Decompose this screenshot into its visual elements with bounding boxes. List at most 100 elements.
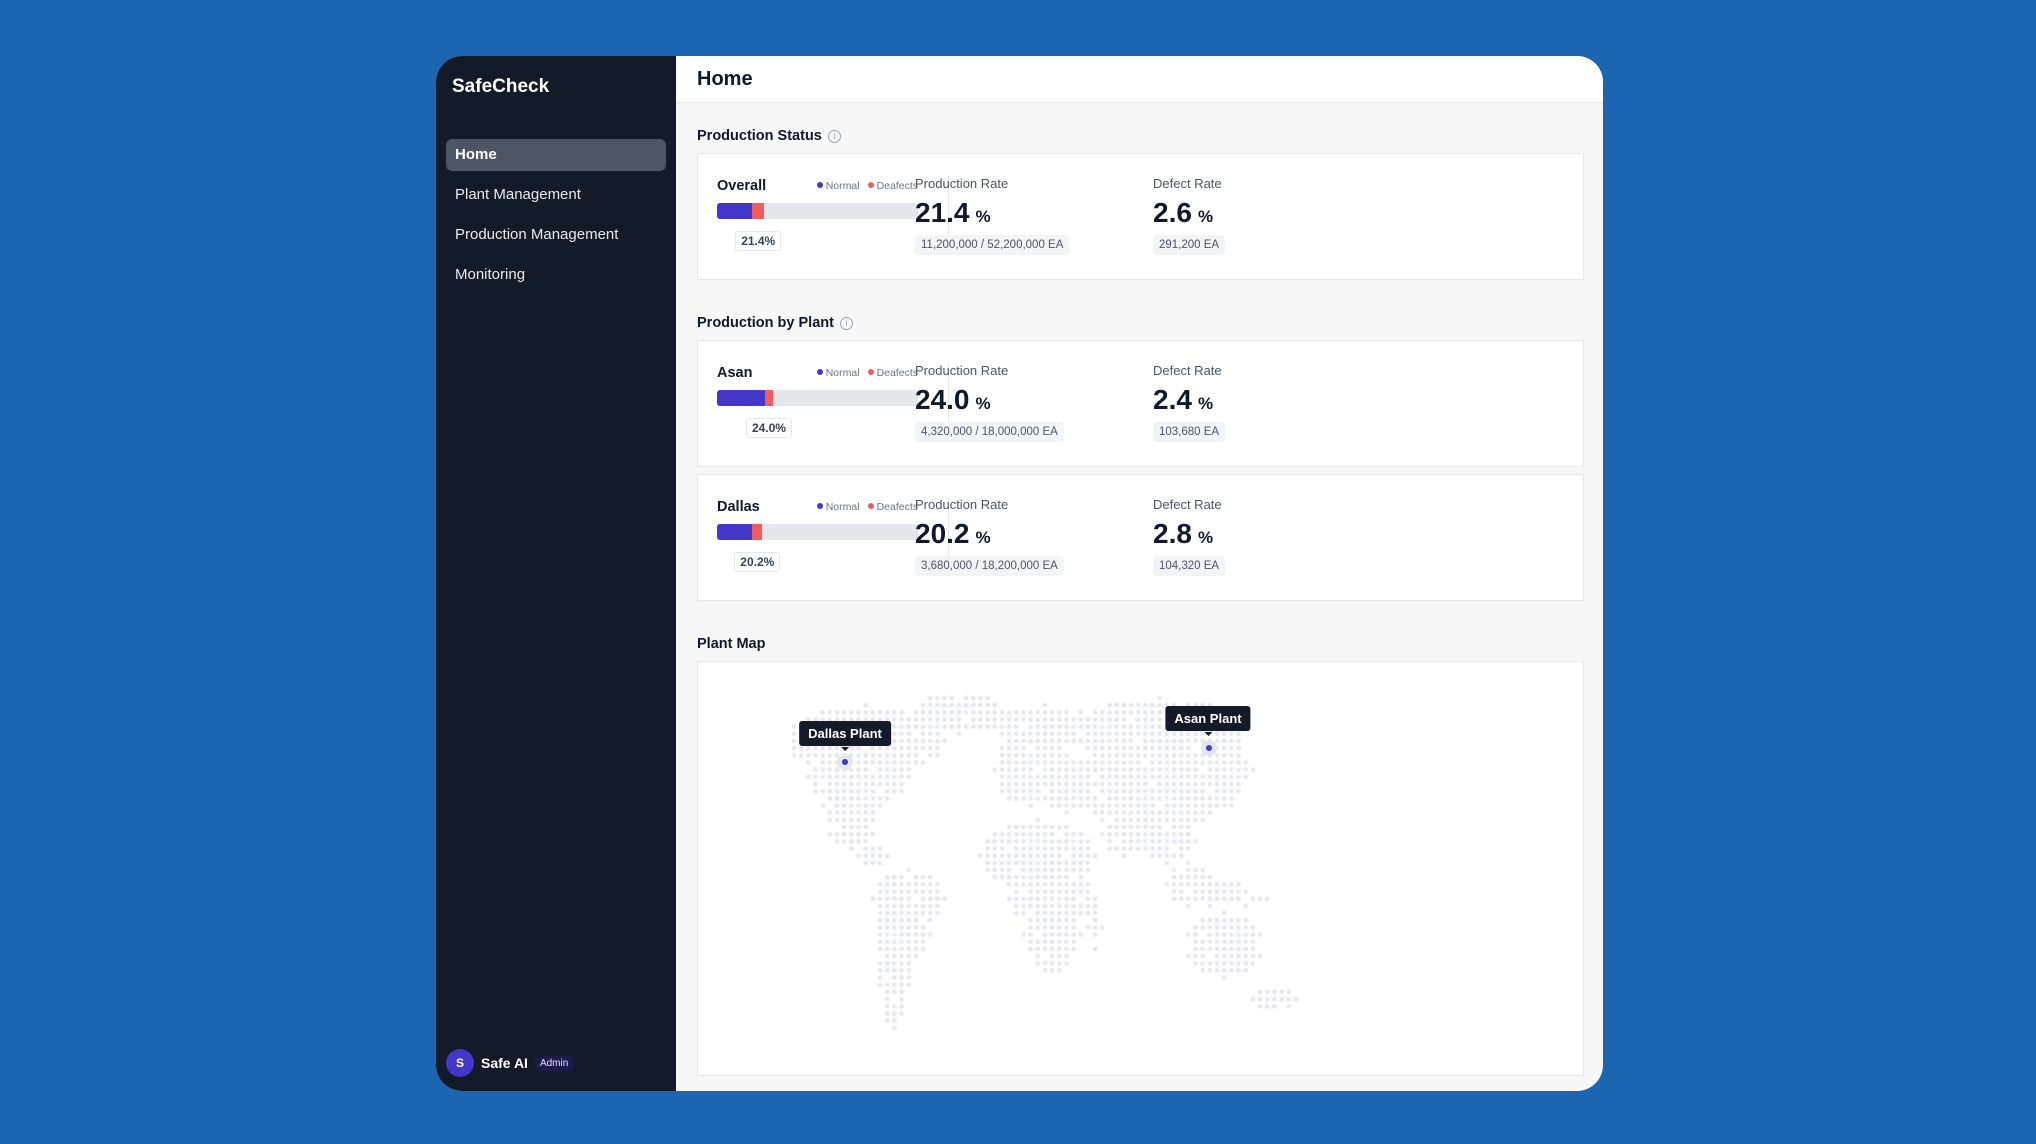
percent-sign: % [1197,394,1214,413]
legend-normal: Normal [816,180,860,192]
legend-defects-label: Deafects [876,501,918,513]
sidebar-item-monitoring[interactable]: Monitoring [455,266,526,283]
rate-number: 20.2 [915,518,970,549]
defect-rate-label: Defect Rate [1153,176,1222,191]
sidebar-item-plant-management[interactable]: Plant Management [455,186,581,203]
percent-sign: % [1197,207,1214,226]
dallas-plant-marker[interactable] [837,754,853,770]
bar-legend: Normal Deafects [816,367,918,379]
normal-dot-icon [816,369,823,375]
rate-number: 2.8 [1153,518,1192,549]
normal-dot-icon [816,182,823,188]
section-title: Plant Map [697,636,766,652]
rate-tag: 21.4% [735,231,782,251]
card-name: Asan [717,365,753,381]
role-badge: Admin [534,1055,574,1071]
normal-segment [717,524,753,540]
production-rate-label: Production Rate [915,497,1009,512]
normal-segment [717,390,766,406]
sidebar: SafeCheck Home Plant Management Producti… [436,56,676,1091]
legend-defects: Deafects [867,180,918,192]
defect-rate-label: Defect Rate [1153,363,1222,378]
percent-sign: % [1197,528,1214,547]
defect-rate-stat: Defect Rate 2.6% 291,200 EA [1153,176,1226,255]
app-window: SafeCheck Home Plant Management Producti… [436,56,1603,1091]
production-rate-label: Production Rate [915,176,1009,191]
defect-rate-stat: Defect Rate 2.8% 104,320 EA [1153,497,1226,576]
defect-detail: 103,680 EA [1153,422,1226,442]
percent-sign: % [975,528,991,547]
percent-sign: % [975,207,991,226]
page-title: Home [697,67,753,90]
legend-normal-label: Normal [825,367,860,379]
production-bar [717,390,918,406]
dallas-production-card: Dallas Normal Deafects 20.2% Production … [697,474,1584,601]
defect-rate-value: 2.8% [1153,518,1225,550]
defects-dot-icon [867,369,874,375]
main-content: Home Production Status i Overall Normal D… [677,56,1603,1091]
defect-rate-value: 2.4% [1153,384,1225,416]
user-profile[interactable]: S Safe AI Admin [446,1049,574,1077]
rate-tag: 20.2% [734,552,781,572]
sidebar-item-home[interactable]: Home [446,139,666,171]
dallas-plant-tooltip: Dallas Plant [799,721,891,751]
legend-normal: Normal [816,501,860,513]
defects-dot-icon [867,182,874,188]
sidebar-nav: Home Plant Management Production Managem… [446,139,666,299]
rate-number: 2.6 [1153,197,1192,228]
normal-segment [717,203,753,219]
production-rate-stat: Production Rate 21.4% 11,200,000 / 52,20… [915,176,1070,255]
legend-defects: Deafects [867,367,918,379]
production-by-plant-title: Production by Plant i [697,315,853,331]
avatar: S [446,1049,474,1077]
legend-normal: Normal [816,367,860,379]
production-detail: 3,680,000 / 18,200,000 EA [915,556,1064,576]
legend-normal-label: Normal [825,501,860,513]
rate-number: 21.4 [915,197,970,228]
section-title: Production by Plant [697,315,834,331]
bar-legend: Normal Deafects [816,180,918,192]
defect-segment [752,524,763,540]
card-name: Overall [717,178,767,194]
defect-rate-stat: Defect Rate 2.4% 103,680 EA [1153,363,1226,442]
asan-plant-marker[interactable] [1201,740,1217,756]
section-title: Production Status [697,128,822,144]
production-detail: 11,200,000 / 52,200,000 EA [915,235,1070,255]
info-icon[interactable]: i [839,316,853,330]
rate-tag: 24.0% [745,418,792,438]
card-name: Dallas [717,499,760,515]
info-icon[interactable]: i [827,129,841,143]
rate-number: 2.4 [1153,384,1192,415]
divider [948,497,949,567]
production-status-title: Production Status i [697,128,841,144]
production-rate-label: Production Rate [915,363,1009,378]
production-rate-stat: Production Rate 24.0% 4,320,000 / 18,000… [915,363,1064,442]
rate-number: 24.0 [915,384,970,415]
defect-rate-label: Defect Rate [1153,497,1222,512]
defect-detail: 291,200 EA [1153,235,1226,255]
plant-map[interactable]: Dallas Plant Asan Plant [697,661,1585,1077]
app-logo: SafeCheck [452,76,550,97]
overall-production-card: Overall Normal Deafects 21.4% Production… [697,153,1584,280]
defect-segment [752,203,765,219]
bar-legend: Normal Deafects [816,501,918,513]
defect-detail: 104,320 EA [1153,556,1226,576]
sidebar-item-production-management[interactable]: Production Management [455,226,619,243]
user-name: Safe AI [481,1055,528,1071]
page-header: Home [677,56,1603,103]
legend-defects: Deafects [867,501,918,513]
asan-plant-tooltip: Asan Plant [1165,706,1251,736]
defect-segment [765,390,773,406]
production-detail: 4,320,000 / 18,000,000 EA [915,422,1064,442]
asan-production-card: Asan Normal Deafects 24.0% Production Ra… [697,340,1584,467]
legend-defects-label: Deafects [876,367,918,379]
production-rate-value: 20.2% [915,518,1064,550]
legend-defects-label: Deafects [876,180,918,192]
production-rate-value: 21.4% [915,197,1069,229]
production-bar [717,524,918,540]
divider [948,176,949,246]
percent-sign: % [975,394,991,413]
production-bar [717,203,918,219]
normal-dot-icon [816,503,823,509]
legend-normal-label: Normal [825,180,860,192]
